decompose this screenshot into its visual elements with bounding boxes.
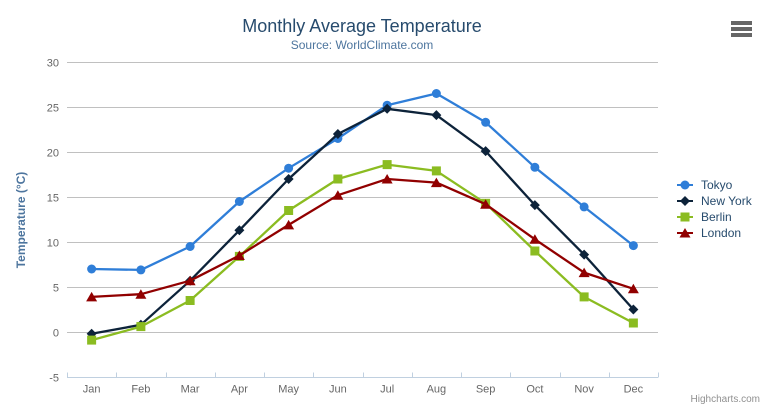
- series-london-point[interactable]: [283, 219, 295, 230]
- series-tokyo-point[interactable]: [87, 264, 97, 274]
- y-axis-label: 0: [53, 328, 59, 340]
- y-axis-title: Temperature (°C): [14, 171, 28, 269]
- x-axis-label: Nov: [574, 384, 594, 396]
- series-tokyo: [87, 89, 638, 275]
- series-berlin-line: [90, 163, 635, 342]
- x-axis-label: Mar: [181, 384, 200, 396]
- series-new-york-point[interactable]: [480, 146, 491, 157]
- legend-marker-new-york[interactable]: [680, 196, 690, 206]
- series-tokyo-point[interactable]: [136, 265, 146, 275]
- x-axis-label: Feb: [131, 384, 150, 396]
- series-london-point[interactable]: [184, 275, 196, 286]
- legend-label: Tokyo: [701, 178, 733, 192]
- series-london-point[interactable]: [430, 177, 442, 188]
- series-london-point[interactable]: [381, 174, 393, 184]
- series-tokyo-point[interactable]: [579, 202, 589, 212]
- legend-item-berlin[interactable]: Berlin: [676, 210, 752, 224]
- series-new-york-point[interactable]: [283, 174, 294, 184]
- series-tokyo-line: [90, 92, 635, 272]
- series-new-york-point[interactable]: [529, 200, 540, 211]
- series-new-york-point[interactable]: [431, 110, 442, 121]
- series-new-york-point[interactable]: [332, 129, 343, 139]
- y-axis-label: 30: [47, 58, 59, 70]
- series-london-point[interactable]: [135, 289, 147, 299]
- chart-subtitle: Source: WorldClimate.com: [290, 38, 434, 52]
- legend-marker-tokyo[interactable]: [680, 180, 690, 190]
- chart-title: Monthly Average Temperature: [242, 16, 482, 36]
- hamburger-icon: [731, 33, 752, 37]
- y-axis-label: 20: [47, 148, 59, 160]
- series-tokyo-point[interactable]: [481, 117, 491, 127]
- x-axis-label: Apr: [231, 384, 248, 396]
- x-axis-label: May: [278, 384, 299, 396]
- series-tokyo-point[interactable]: [284, 163, 294, 173]
- legend-label: Berlin: [701, 210, 732, 224]
- legend: Tokyo New York Berlin London: [676, 178, 752, 240]
- x-axis-label: Dec: [624, 384, 644, 396]
- series-new-york-point[interactable]: [234, 225, 245, 236]
- series-new-york-point[interactable]: [382, 103, 393, 114]
- y-axis-label: 25: [47, 103, 59, 115]
- series-new-york-point[interactable]: [628, 304, 639, 315]
- y-axis-label: 5: [53, 283, 59, 295]
- series-tokyo-point[interactable]: [431, 89, 441, 98]
- series-tokyo-point[interactable]: [185, 242, 195, 251]
- series-london-point[interactable]: [233, 250, 245, 261]
- series-berlin-point[interactable]: [628, 318, 638, 328]
- legend-item-new-york[interactable]: New York: [676, 194, 752, 208]
- series-london: [86, 174, 639, 302]
- series-london-point[interactable]: [578, 267, 590, 278]
- hamburger-icon: [731, 27, 752, 31]
- x-axis-label: Sep: [476, 384, 496, 396]
- legend-label: London: [701, 226, 742, 240]
- x-axis-label: Jul: [380, 384, 394, 396]
- series-london-point[interactable]: [480, 199, 492, 209]
- series-new-york-line: [90, 107, 635, 335]
- x-axis-label: Oct: [526, 384, 543, 396]
- x-axis-label: Jun: [329, 384, 347, 396]
- series-berlin-point[interactable]: [530, 246, 540, 256]
- series-berlin-point[interactable]: [87, 335, 97, 345]
- series-new-york-point[interactable]: [579, 249, 590, 260]
- series-tokyo-point[interactable]: [628, 241, 638, 251]
- y-axis-label: -5: [49, 373, 59, 385]
- legend-marker-london[interactable]: [679, 228, 691, 238]
- series-berlin-point[interactable]: [382, 160, 392, 170]
- y-axis-label: 10: [47, 238, 59, 250]
- series-london-point[interactable]: [332, 190, 344, 200]
- legend-item-tokyo[interactable]: Tokyo: [676, 178, 752, 192]
- diamond-marker-icon: [677, 196, 693, 206]
- series-berlin-point[interactable]: [185, 296, 195, 305]
- legend-item-london[interactable]: London: [676, 226, 752, 240]
- hamburger-icon: [731, 21, 752, 25]
- circle-marker-icon: [677, 180, 693, 190]
- x-axis-label: Aug: [427, 384, 447, 396]
- series-london-point[interactable]: [627, 283, 639, 294]
- series-tokyo-point[interactable]: [530, 162, 540, 172]
- series-berlin-point[interactable]: [284, 206, 294, 215]
- series-berlin-point[interactable]: [136, 322, 146, 332]
- series-berlin-point[interactable]: [333, 174, 343, 184]
- y-axis-label: 15: [47, 193, 59, 205]
- triangle-marker-icon: [677, 228, 693, 238]
- legend-marker-berlin[interactable]: [680, 212, 690, 222]
- series-london-line: [90, 177, 635, 299]
- series-london-point[interactable]: [86, 291, 98, 302]
- series-new-york: [86, 103, 639, 339]
- square-marker-icon: [677, 212, 693, 222]
- series-berlin-point[interactable]: [579, 292, 589, 302]
- export-menu-button[interactable]: [729, 18, 755, 40]
- series-berlin-point[interactable]: [431, 166, 441, 176]
- x-axis-label: Jan: [83, 384, 101, 396]
- series-tokyo-point[interactable]: [234, 197, 244, 206]
- legend-label: New York: [701, 194, 752, 208]
- series-london-point[interactable]: [529, 234, 541, 244]
- credits-link[interactable]: Highcharts.com: [690, 394, 760, 405]
